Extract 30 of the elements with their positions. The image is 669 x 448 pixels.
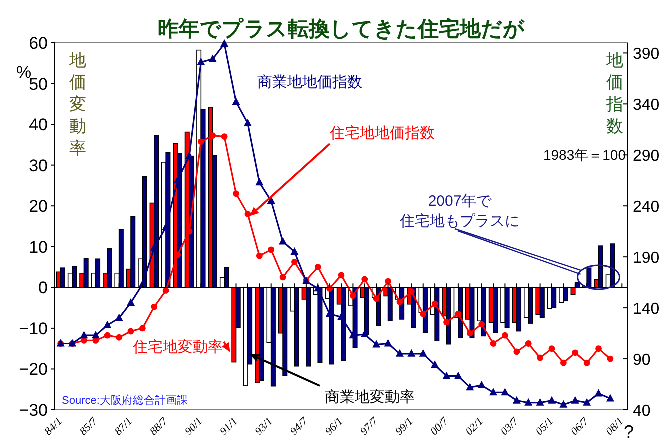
y2-tick-label: 240 (633, 199, 660, 216)
y2-axis-title: 地価指数 (606, 51, 624, 136)
x-tick-label: 02/1 (464, 416, 486, 438)
y-axis-title: 地価変動率 (68, 51, 86, 158)
y2-tick-label: 340 (633, 97, 660, 114)
y2-tick-label: 190 (633, 250, 660, 268)
y-tick-label: 10 (29, 238, 48, 257)
y-tick-label: 0 (38, 278, 48, 298)
x-tick-label: 00/7 (428, 415, 452, 438)
y-tick-label: −10 (19, 319, 48, 338)
y2-tick-label: 40 (633, 403, 651, 420)
x-tick-label: 87/1 (112, 416, 136, 438)
x-tick-label: 90/1 (182, 416, 206, 438)
x-tick-label: 05/1 (534, 416, 556, 438)
y-tick-label: 30 (29, 156, 48, 176)
y2-tick-label: 390 (633, 46, 660, 64)
x-tick-label: 99/1 (393, 416, 416, 438)
y2-tick-label: 90 (633, 352, 651, 370)
y-tick-label: −20 (19, 360, 48, 380)
y2-tick-label: 290 (633, 148, 660, 166)
y-tick-label: 40 (29, 116, 48, 135)
y2-tick-label: 140 (633, 301, 660, 318)
x-tick-label: 03/7 (498, 415, 522, 438)
x-tick-label: 06/7 (568, 415, 592, 438)
x-tick-label: 96/1 (323, 416, 346, 438)
y-tick-label: 20 (29, 197, 48, 216)
chart-title: 昨年でプラス転換してきた住宅地だが (158, 17, 525, 41)
x-tick-label: 93/1 (253, 416, 276, 438)
x-tick-label: 91/1 (218, 416, 240, 438)
y-tick-label: 60 (29, 34, 48, 53)
